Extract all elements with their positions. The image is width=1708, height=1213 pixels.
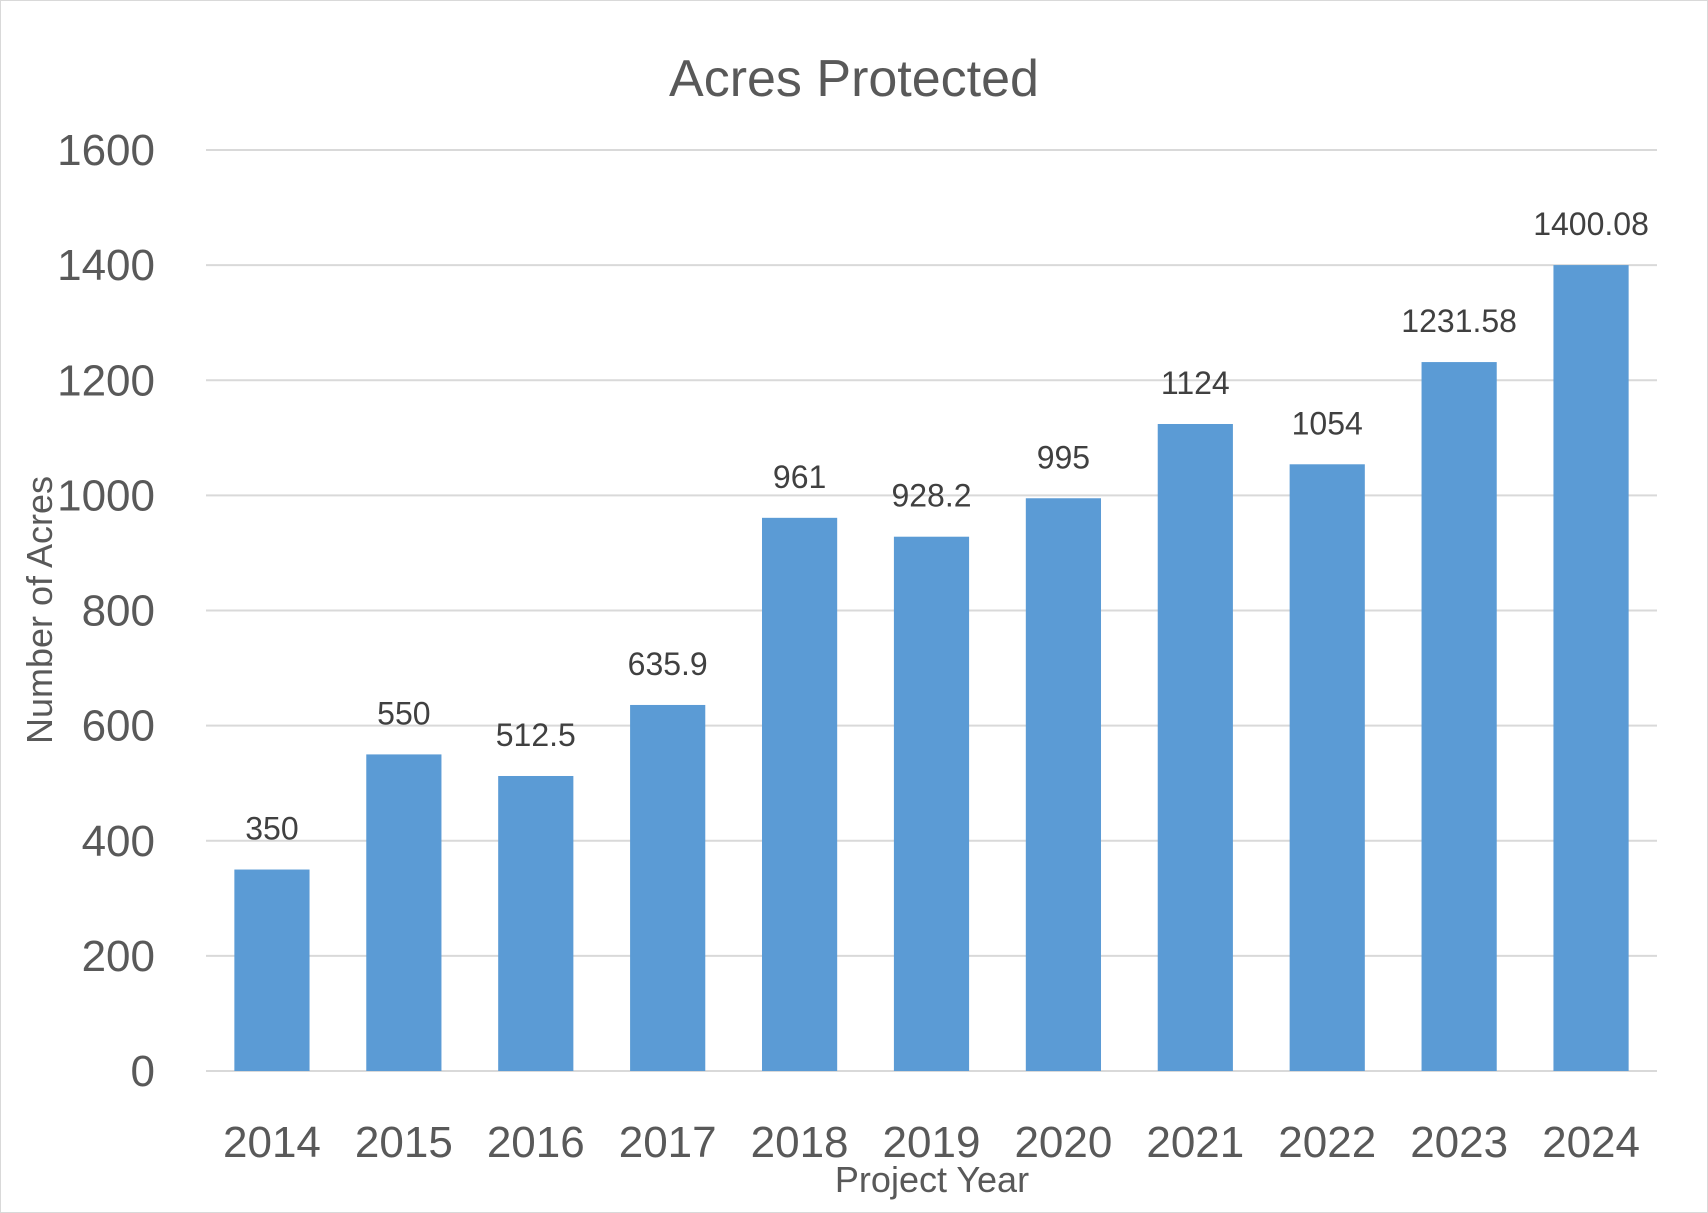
bar-2014 [234, 869, 310, 1071]
data-label: 635.9 [628, 646, 708, 682]
gridlines [206, 149, 1657, 1072]
bar-2015 [366, 754, 442, 1071]
x-tick-label: 2015 [355, 1118, 453, 1167]
y-axis-label: Number of Acres [19, 476, 60, 744]
y-tick-label: 1600 [57, 126, 155, 175]
x-axis-ticks: 2014 2015 2016 2017 2018 2019 2020 2021 2022 2023… [223, 1118, 1640, 1167]
x-tick-label: 2016 [487, 1118, 585, 1167]
x-tick-label: 2022 [1278, 1118, 1376, 1167]
bar-2023 [1421, 362, 1497, 1071]
y-tick-label: 1000 [57, 471, 155, 520]
x-tick-label: 2020 [1014, 1118, 1112, 1167]
x-tick-label: 2017 [619, 1118, 717, 1167]
data-label: 1231.58 [1401, 303, 1517, 339]
data-label: 350 [245, 811, 298, 847]
x-axis-label: Project Year [835, 1159, 1029, 1200]
y-tick-label: 1200 [57, 356, 155, 405]
bar-2022 [1289, 464, 1365, 1071]
bar-2020 [1025, 498, 1102, 1071]
data-label: 928.2 [891, 478, 971, 514]
data-label: 995 [1037, 439, 1090, 475]
bar-2019 [893, 536, 970, 1071]
x-tick-label: 2023 [1410, 1118, 1508, 1167]
bars [234, 265, 1629, 1071]
y-tick-label: 0 [131, 1047, 155, 1096]
y-tick-label: 400 [82, 817, 155, 866]
data-label: 961 [773, 459, 826, 495]
data-labels: 350 550 512.5 635.9 961 928.2 995 1124 1054 1231.… [245, 206, 1649, 846]
x-tick-label: 2018 [751, 1118, 849, 1167]
chart-title: Acres Protected [669, 50, 1039, 108]
data-label: 1054 [1292, 405, 1363, 441]
y-tick-label: 1400 [57, 241, 155, 290]
bar-2016 [498, 775, 574, 1071]
bar-2017 [630, 704, 706, 1071]
x-tick-label: 2014 [223, 1118, 321, 1167]
bar-2024 [1553, 265, 1629, 1071]
x-tick-label: 2021 [1146, 1118, 1244, 1167]
bar-2018 [761, 517, 838, 1071]
x-tick-label: 2024 [1542, 1118, 1640, 1167]
y-tick-label: 200 [82, 932, 155, 981]
y-axis-ticks: 0 200 400 600 800 1000 1200 1400 1600 [57, 126, 155, 1096]
x-tick-label: 2019 [883, 1118, 981, 1167]
y-tick-label: 800 [82, 587, 155, 636]
data-label: 1124 [1161, 365, 1230, 401]
data-label: 1400.08 [1533, 206, 1649, 242]
y-tick-label: 600 [82, 702, 155, 751]
data-label: 550 [377, 695, 430, 731]
data-label: 512.5 [496, 717, 576, 753]
bar-2021 [1157, 423, 1233, 1071]
